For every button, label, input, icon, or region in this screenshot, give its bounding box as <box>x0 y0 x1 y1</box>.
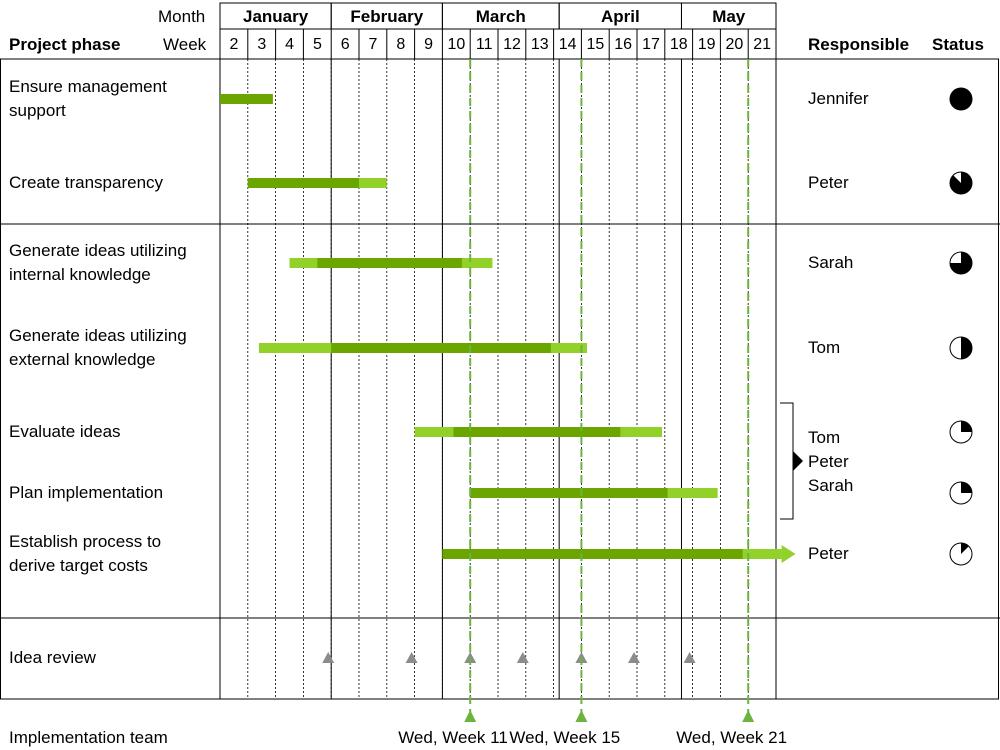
phase-column-header: Project phase <box>9 35 121 54</box>
week-label: 19 <box>697 36 716 53</box>
week-label: 21 <box>753 36 772 53</box>
actual-bar <box>220 94 273 104</box>
review-marker <box>628 652 640 663</box>
actual-bar <box>442 549 743 559</box>
week-label: 16 <box>614 36 633 53</box>
status-ball-fill <box>950 88 972 110</box>
status-ball-fill <box>961 421 972 432</box>
shared-responsible-tom: Tom <box>808 428 841 447</box>
week-label: 3 <box>257 36 267 53</box>
bar-arrow-head <box>781 545 796 563</box>
week-label: 5 <box>312 36 322 53</box>
status-ball-fill <box>950 252 972 274</box>
week-label: 11 <box>475 36 493 53</box>
phase-label: Establish process to derive target costs <box>9 532 162 575</box>
responsible-name: Sarah <box>808 253 854 272</box>
month-label-march: March <box>475 7 526 26</box>
milestone-marker <box>742 710 755 722</box>
review-marker <box>405 652 418 663</box>
month-label-may: May <box>712 7 746 26</box>
shared-bracket <box>780 402 794 520</box>
shared-responsible-peter: Peter <box>808 452 849 471</box>
phase-label: Evaluate ideas <box>9 422 121 441</box>
month-label-february: February <box>350 7 424 26</box>
phase-label: Plan implementation <box>9 483 164 502</box>
responsible-column-header: Responsible <box>808 35 910 54</box>
month-label-april: April <box>600 7 640 26</box>
body-frame <box>0 58 999 700</box>
week-label: 17 <box>642 36 660 53</box>
actual-bar <box>317 258 462 268</box>
week-label: 12 <box>503 36 521 53</box>
status-ball-fill <box>950 172 973 194</box>
status-ball-fill <box>961 337 972 359</box>
milestone-label: Wed, Week 21 <box>676 728 788 747</box>
review-marker <box>683 652 696 663</box>
week-label: 6 <box>340 36 350 53</box>
week-header-label: Week <box>163 35 207 54</box>
status-ball-fill <box>961 482 972 493</box>
implementation-team-label: Implementation team <box>9 728 168 747</box>
week-label: 8 <box>396 36 406 53</box>
status-ball-fill <box>961 543 969 554</box>
actual-bar <box>470 488 668 498</box>
idea-review-label: Idea review <box>9 648 96 667</box>
milestone-label: Wed, Week 15 <box>509 728 621 747</box>
week-label: 4 <box>285 36 295 53</box>
milestone-marker <box>464 710 477 722</box>
week-label: 20 <box>725 36 744 53</box>
phase-label: Generate ideas utilizing external knowle… <box>9 326 187 369</box>
phase-label: Create transparency <box>9 173 164 192</box>
responsible-name: Peter <box>808 173 849 192</box>
week-label: 9 <box>424 36 434 53</box>
milestone-label: Wed, Week 11 <box>398 728 508 747</box>
week-label: 14 <box>558 36 577 53</box>
responsible-name: Tom <box>808 338 841 357</box>
responsible-name: Peter <box>808 544 849 563</box>
actual-bar <box>247 178 359 188</box>
month-header-label: Month <box>158 7 206 26</box>
status-column-header: Status <box>932 35 984 54</box>
week-label: 2 <box>229 36 239 53</box>
responsible-name: Jennifer <box>808 89 869 108</box>
review-marker <box>516 652 529 663</box>
milestone-marker <box>575 710 588 722</box>
actual-bar <box>453 427 621 437</box>
review-marker <box>322 652 335 663</box>
week-label: 18 <box>669 36 688 53</box>
shared-responsible-sarah: Sarah <box>808 476 854 495</box>
week-label: 15 <box>586 36 605 53</box>
shared-bracket-pointer <box>793 451 803 471</box>
week-label: 10 <box>447 36 466 53</box>
month-label-january: January <box>242 7 309 26</box>
phase-label: Generate ideas utilizing internal knowle… <box>9 241 187 284</box>
week-label: 13 <box>530 36 549 53</box>
phase-label: Ensure management support <box>9 77 167 120</box>
week-label: 7 <box>368 36 378 53</box>
actual-bar <box>331 343 551 353</box>
